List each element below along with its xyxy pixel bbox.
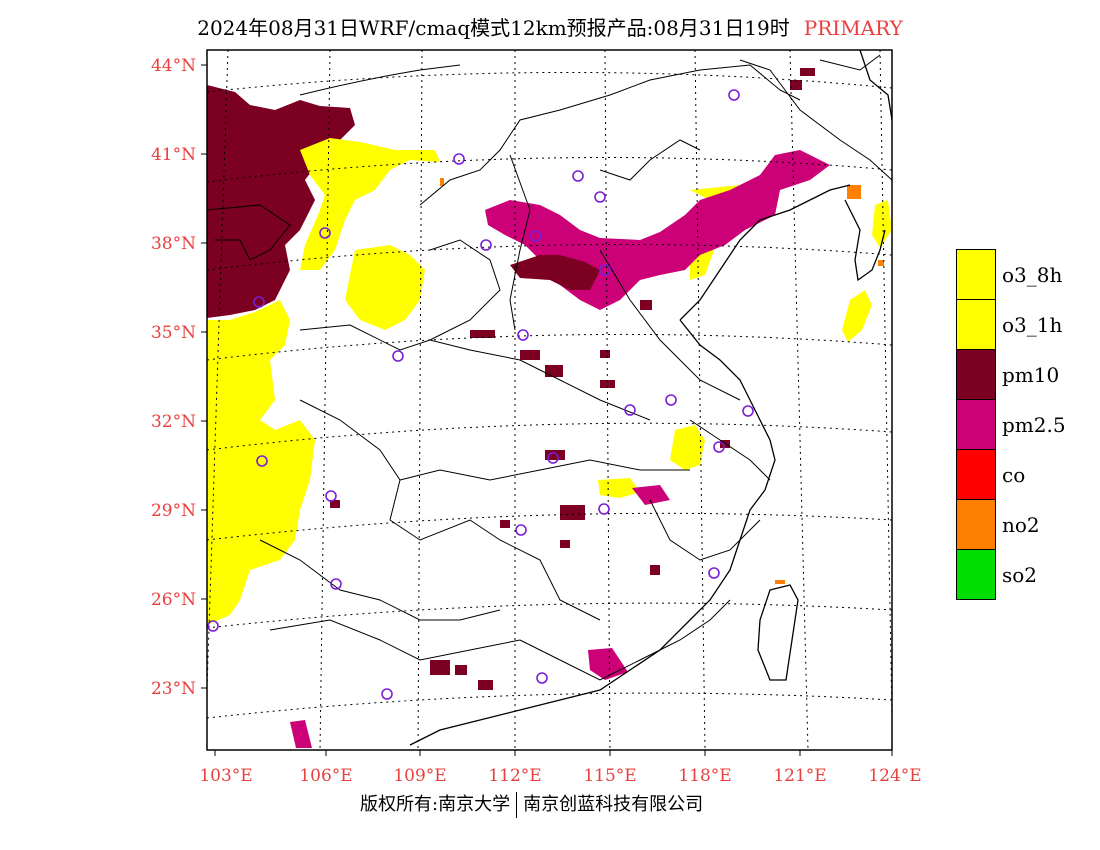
pm10-scatter <box>330 68 815 690</box>
lat-label-38: 38°N <box>151 234 196 254</box>
lat-label-44: 44°N <box>151 56 196 76</box>
lat-label-35: 35°N <box>151 323 196 343</box>
lon-label-106: 106°E <box>299 766 352 786</box>
legend-label: so2 <box>1002 563 1038 587</box>
o3-region-loess <box>345 245 425 330</box>
lat-label-29: 29°N <box>151 501 196 521</box>
legend-swatch <box>956 549 996 600</box>
lon-label-124: 124°E <box>868 766 921 786</box>
lat-label-26: 26°N <box>151 590 196 610</box>
legend-label: o3_1h <box>1002 313 1063 337</box>
lon-label-109: 109°E <box>393 766 446 786</box>
legend-label: pm2.5 <box>1002 413 1066 437</box>
pm25-region-guangxi-small <box>290 720 312 748</box>
lon-label-115: 115°E <box>583 766 636 786</box>
legend-swatch <box>956 249 996 300</box>
axis-ticks <box>201 64 893 756</box>
lon-label-112: 112°E <box>488 766 541 786</box>
legend-label: no2 <box>1002 513 1040 537</box>
lon-label-118: 118°E <box>678 766 731 786</box>
map-frame <box>206 49 893 751</box>
legend-label: co <box>1002 463 1026 487</box>
legend-swatch <box>956 449 996 500</box>
lat-label-32: 32°N <box>151 412 196 432</box>
chart-title: 2024年08月31日WRF/cmaq模式12km预报产品:08月31日19时 P… <box>0 12 1100 41</box>
legend-swatch <box>956 349 996 400</box>
lon-label-103: 103°E <box>199 766 252 786</box>
footer-separator <box>516 792 518 818</box>
lat-label-41: 41°N <box>151 145 196 165</box>
province-boundaries <box>207 54 892 681</box>
graticule <box>207 50 892 750</box>
station-markers <box>207 89 754 700</box>
coastline <box>409 50 892 746</box>
copyright-right: 南京创蓝科技有限公司 <box>523 794 704 815</box>
legend-swatch <box>956 499 996 550</box>
o3-region-west <box>207 300 315 625</box>
lon-label-121: 121°E <box>773 766 826 786</box>
legend-swatch <box>956 399 996 450</box>
legend-swatch <box>956 299 996 350</box>
lat-label-23: 23°N <box>151 679 196 699</box>
o3-region-coast <box>842 290 872 342</box>
pm25-region-north-china <box>485 150 830 310</box>
o3-region-inner-mongolia <box>300 138 440 270</box>
pm10-region-north-china <box>510 255 600 290</box>
pm25-region-jiangxi <box>632 485 670 505</box>
lon-labels: 103°E 106°E 109°E 112°E 115°E 118°E 121°… <box>199 766 921 786</box>
pm25-region-guangdong <box>588 648 628 680</box>
o3-region-northeast <box>872 200 892 248</box>
copyright-left: 版权所有:南京大学 <box>360 794 511 815</box>
o3-region-east-small-1 <box>670 425 705 470</box>
legend-label: o3_8h <box>1002 263 1063 287</box>
lat-labels: 44°N 41°N 38°N 35°N 32°N 29°N 26°N 23°N <box>151 56 196 699</box>
no2-scatter <box>440 178 884 584</box>
legend-label: pm10 <box>1002 363 1060 387</box>
title-text: 2024年08月31日WRF/cmaq模式12km预报产品:08月31日19时 <box>197 16 790 40</box>
copyright-footer: 版权所有:南京大学 南京创蓝科技有限公司 <box>360 790 703 818</box>
title-tag: PRIMARY <box>803 16 903 40</box>
